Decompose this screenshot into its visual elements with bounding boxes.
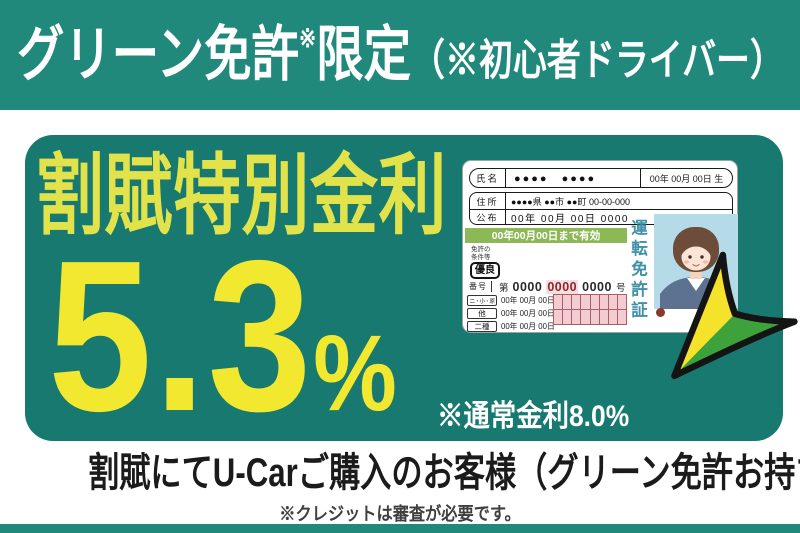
license-address-box: 住所 ●●●●県 ●●市 ●●町 00-00-000 公布 00年 00月 00… <box>469 192 733 225</box>
rate-percent-sign: % <box>313 312 397 433</box>
license-card-illustration: 氏名 ●●●● ●●●● 00年 00月 00日 生 住所 ●●●●県 ●●市 … <box>462 160 738 333</box>
promo-heading: 割賦特別金利 <box>36 146 448 245</box>
license-history-rows: 二・小・原 00年 00月 00日 他 00年 00月 00日 二種 00年 0… <box>467 295 555 334</box>
history-label: 他 <box>467 308 497 319</box>
license-history-row: 二・小・原 00年 00月 00日 <box>467 295 555 306</box>
banner-title-asterisk: ※ <box>298 23 316 53</box>
license-stamp-dot <box>656 308 665 317</box>
bottom-green-strip <box>0 524 800 533</box>
banner-title: グリーン免許※限定（※初心者ドライバー） <box>16 25 783 85</box>
license-address-label: 住所 <box>470 193 506 209</box>
license-history-row: 二種 00年 00月 00日 <box>467 321 555 332</box>
license-number-suffix: 号 <box>615 282 626 294</box>
license-name-value: ●●●● ●●●● <box>514 173 597 185</box>
license-issue-label: 公布 <box>470 210 506 224</box>
license-number-row: 番号 第 0000 0000 0000 号 <box>469 279 627 294</box>
history-date: 00年 00月 00日 <box>501 296 555 305</box>
history-label: 二・小・原 <box>467 295 497 306</box>
license-vertical-title: 運転免許証 <box>628 219 647 322</box>
license-name-label: 氏名 <box>470 169 506 187</box>
license-grade-badge: 優良 <box>470 262 500 279</box>
history-label: 二種 <box>467 321 497 332</box>
license-address-row: 住所 ●●●●県 ●●市 ●●町 00-00-000 <box>470 193 732 209</box>
license-number-group3: 0000 <box>582 279 612 294</box>
footer-main-text: 割賦にてU-Carご購入のお客様（グリーン免許お持ちの方） <box>88 451 800 495</box>
normal-rate-note: ※通常金利8.0% <box>437 400 630 433</box>
license-number-group1: 0000 <box>512 279 543 294</box>
top-banner: グリーン免許※限定（※初心者ドライバー） <box>0 0 800 110</box>
interest-rate: 5.3% <box>48 228 397 443</box>
license-number-group2: 0000 <box>546 279 579 294</box>
history-date: 00年 00月 00日 <box>501 309 555 318</box>
license-history-row: 他 00年 00月 00日 <box>467 308 555 319</box>
license-conditions-label: 免許の 条件等 <box>471 246 491 262</box>
license-conditions-line1: 免許の <box>471 246 491 253</box>
license-category-grid <box>553 294 627 325</box>
license-conditions-line2: 条件等 <box>471 254 491 262</box>
banner-title-rest: 限定 <box>315 21 411 88</box>
rate-number: 5.3 <box>48 215 314 456</box>
history-date: 00年 00月 00日 <box>501 322 555 331</box>
license-number-label: 番号 <box>469 281 492 292</box>
license-issue-row: 公布 00年 00月 00日 0000 <box>470 209 732 225</box>
license-issue-value: 00年 00月 00日 0000 <box>511 213 629 225</box>
banner-title-parenthetical: （※初心者ドライバー） <box>410 37 784 85</box>
license-address-value: ●●●●県 ●●市 ●●町 00-00-000 <box>511 196 631 207</box>
license-birthdate: 00年 00月 00日 生 <box>640 169 732 187</box>
license-number-prefix: 第 <box>499 282 509 294</box>
footer-note-text: ※クレジットは審査が必要です。 <box>279 504 521 524</box>
license-name-row: 氏名 ●●●● ●●●● 00年 00月 00日 生 <box>469 168 733 188</box>
banner-title-main: グリーン免許 <box>16 21 299 88</box>
beginner-driver-mark-icon <box>671 251 798 380</box>
license-validity-band: 00年00月00日まで有効 <box>465 228 627 243</box>
